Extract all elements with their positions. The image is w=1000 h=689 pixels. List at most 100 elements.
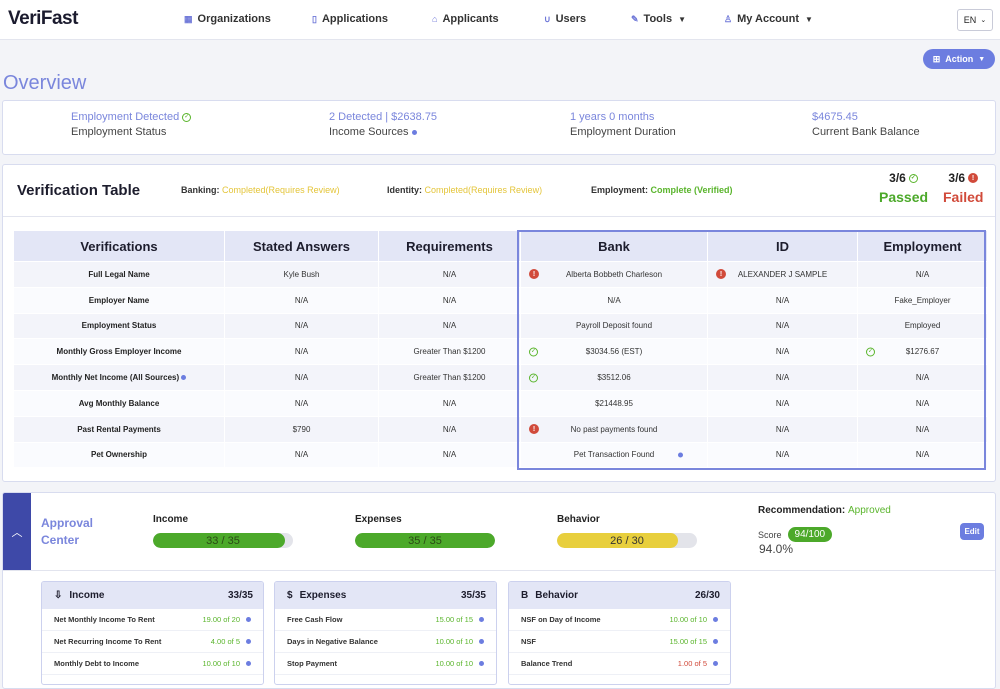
edit-button[interactable]: Edit — [960, 523, 984, 540]
bank-cell: ✓ $3512.06 — [520, 364, 708, 391]
users-icon: ∪ — [544, 13, 551, 24]
row-label: Pet Ownership — [13, 441, 225, 469]
alert-icon: ! — [716, 269, 726, 280]
info-dot-icon[interactable] — [246, 617, 251, 622]
wrench-icon: ✎ — [631, 13, 639, 24]
info-dot-icon[interactable] — [713, 661, 718, 666]
table-row: Past Rental Payments $790 N/A ! No past p… — [13, 415, 988, 443]
recommendation: Recommendation: Approved — [758, 505, 891, 516]
score-label: Score — [758, 529, 782, 540]
nav-applications[interactable]: ▯ Applications — [312, 13, 388, 25]
item-value: 10.00 of 10 — [202, 659, 240, 668]
info-dot-icon[interactable] — [713, 639, 718, 644]
employment-cell: N/A — [857, 441, 988, 469]
expenses-progress-bar: 35 / 35 — [355, 533, 495, 548]
requirement-cell: N/A — [378, 286, 521, 314]
info-dot-icon[interactable] — [246, 639, 251, 644]
item-label: Stop Payment — [287, 659, 338, 668]
info-dot-icon[interactable] — [479, 661, 484, 666]
action-button[interactable]: ⊞ Action ▼ — [923, 49, 995, 69]
nav-my-account-label: My Account — [737, 13, 800, 25]
id-cell: ! ALEXANDER J SAMPLE — [707, 261, 858, 288]
item-label: Net Monthly Income To Rent — [54, 615, 155, 624]
dollar-icon: $ — [287, 590, 293, 601]
expenses-breakdown-title: Expenses — [299, 590, 347, 601]
behavior-progress-bar: 26 / 30 — [557, 533, 697, 548]
user-icon: ♙ — [724, 13, 733, 24]
employment-status-value2: Complete (Verified) — [650, 185, 733, 195]
approval-center-card: ︿ Approval Center Income 33 / 35 Expense… — [2, 492, 996, 689]
nav-applicants[interactable]: ⌂ Applicants — [432, 13, 499, 25]
income-breakdown-header: ⇩ Income 33/35 — [42, 582, 263, 609]
row-label: Employment Status — [13, 312, 225, 340]
info-dot-icon[interactable] — [713, 617, 718, 622]
summary-employment-duration: 1 years 0 months Employment Duration — [570, 111, 676, 138]
behavior-meter-label: Behavior — [557, 514, 600, 525]
verification-table: Verifications Stated Answers Requirement… — [13, 230, 988, 469]
alert-icon: ! — [968, 173, 979, 183]
item-value: 15.00 of 15 — [669, 637, 707, 646]
banking-status-value: Completed(Requires Review) — [222, 185, 340, 195]
income-sources-value: 2 Detected | $2638.75 — [329, 111, 438, 123]
page-title: Overview — [3, 72, 87, 94]
divider — [3, 216, 995, 217]
info-dot-icon[interactable] — [479, 639, 484, 644]
nav-organizations[interactable]: ▦ Organizations — [184, 13, 271, 25]
chevron-down-icon: ▼ — [978, 55, 986, 63]
score-badge: 94/100 — [787, 527, 833, 542]
col-id: ID — [707, 230, 858, 262]
info-dot-icon[interactable] — [479, 617, 484, 622]
collapse-toggle[interactable]: ︿ — [3, 493, 31, 570]
stated-cell: N/A — [224, 286, 379, 314]
item-label: Monthly Debt to Income — [54, 659, 139, 668]
info-dot-icon[interactable] — [181, 375, 187, 381]
employment-status-label: Employment Status — [71, 126, 167, 138]
summary-income-sources: 2 Detected | $2638.75 Income Sources — [329, 111, 437, 138]
language-select[interactable]: EN ⌄ — [957, 9, 993, 31]
expenses-meter-label: Expenses — [355, 514, 402, 525]
passed-summary: 3/6 ✓ Passed — [879, 171, 928, 205]
behavior-breakdown-title: Behavior — [535, 590, 579, 601]
income-breakdown-title: Income — [69, 590, 105, 601]
info-dot-icon[interactable] — [246, 661, 251, 666]
income-meter: Income 33 / 35 — [153, 514, 293, 548]
item-label: Balance Trend — [521, 659, 573, 668]
item-label: Net Recurring Income To Rent — [54, 637, 162, 646]
download-icon: ⇩ — [54, 590, 63, 601]
id-cell: N/A — [707, 415, 858, 443]
info-dot-icon[interactable] — [412, 129, 418, 135]
row-label: Full Legal Name — [13, 261, 225, 288]
table-row: Employment Status N/A N/A Payroll Deposi… — [13, 312, 988, 340]
row-label: Monthly Net Income (All Sources) — [13, 364, 225, 391]
income-breakdown-card: ⇩ Income 33/35 Net Monthly Income To Rent… — [41, 581, 264, 685]
check-icon: ✓ — [529, 347, 538, 357]
stated-cell: $790 — [224, 415, 379, 443]
requirement-cell: N/A — [378, 312, 521, 340]
behavior-progress-text: 26 / 30 — [610, 534, 644, 547]
employment-duration-value: 1 years 0 months — [570, 111, 655, 123]
item-label: Free Cash Flow — [287, 615, 343, 624]
income-breakdown-score: 33/35 — [227, 590, 253, 601]
bank-balance-label: Current Bank Balance — [812, 126, 920, 138]
nav-my-account[interactable]: ♙ My Account ▼ — [724, 13, 813, 25]
verifast-logo[interactable]: VeriFast — [8, 8, 78, 29]
passed-label: Passed — [879, 189, 929, 205]
banking-status: Banking: Completed(Requires Review) — [181, 185, 340, 195]
summary-bank-balance: $4675.45 Current Bank Balance — [812, 111, 920, 138]
income-progress-fill — [153, 533, 286, 548]
identity-status: Identity: Completed(Requires Review) — [387, 185, 542, 195]
col-stated-answers: Stated Answers — [224, 230, 379, 262]
stated-cell: N/A — [224, 312, 379, 340]
nav-users[interactable]: ∪ Users — [544, 13, 586, 25]
nav-tools[interactable]: ✎ Tools ▼ — [631, 13, 686, 25]
verification-card: Verification Table Banking: Completed(Re… — [2, 164, 996, 482]
failed-label: Failed — [943, 189, 984, 205]
verification-title: Verification Table — [17, 182, 141, 199]
bank-value: No past payments found — [570, 424, 658, 434]
list-item: Net Monthly Income To Rent 19.00 of 20 — [42, 609, 263, 631]
behavior-icon: B — [521, 590, 529, 601]
identity-status-label: Identity: — [387, 185, 422, 195]
info-dot-icon[interactable] — [678, 452, 683, 458]
item-value: 19.00 of 20 — [202, 615, 240, 624]
behavior-progress-fill — [557, 533, 679, 548]
